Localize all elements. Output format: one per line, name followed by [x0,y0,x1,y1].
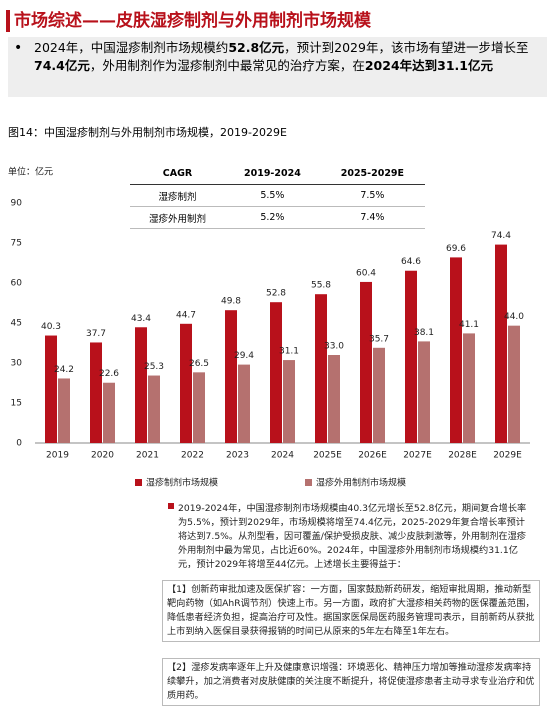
bar [90,342,102,443]
y-tick-label: 15 [11,399,22,409]
bar [225,310,237,443]
page-title: 市场综述——皮肤湿疹制剂与外用制剂市场规模 [6,10,371,32]
value-label: 43.4 [131,314,151,324]
table-cell: 5.5% [225,184,320,207]
header-cell: CAGR [130,163,226,185]
paragraph: 2019-2024年，中国湿疹制剂市场规模由40.3亿元增长至52.8亿元，期间… [178,503,527,570]
value-label: 69.6 [446,244,466,254]
bar [373,347,385,443]
chart: 单位：亿元 0 15 30 45 60 75 90 2019 40.3 24.2 2020 37.7 22… [8,166,530,489]
legend-label: 湿疹外用制剂市场规模 [316,477,406,489]
value-label: 64.6 [401,257,421,267]
value-label: 31.1 [279,347,299,357]
y-tick-label: 30 [11,359,23,369]
y-tick-label: 60 [11,279,23,289]
legend-swatch [305,479,312,486]
summary-box: 2024年，中国湿疹制剂市场规模约52.8亿元，预计到2029年，该市场有望进一… [8,37,547,97]
summary-text: ，外用制剂作为湿疹制剂中最常见的治疗方案，在 [89,58,365,73]
value-label: 55.8 [311,281,331,291]
x-tick-label: 2026E [358,451,387,461]
paragraph: 【2】湿疹发病率逐年上升及健康意识增强：环境恶化、精神压力增加等推动湿疹发病率持… [162,658,540,706]
bar [450,257,462,443]
bar [135,327,147,443]
header-cell: 2019-2024 [225,163,320,185]
value-label: 41.1 [459,320,479,330]
bar [270,302,282,443]
y-tick-label: 90 [11,199,23,209]
table-cell: 湿疹外用制剂 [130,206,226,229]
value-label: 35.7 [369,334,389,344]
y-tick-label: 0 [16,439,22,449]
figure-caption: 图14：中国湿疹制剂与外用制剂市场规模，2019-2029E [8,126,287,139]
cagr-table: CAGR 2019-2024 2025-2029E 湿疹制剂 5.5% 7.5% 湿疹外用制… [130,163,425,229]
x-tick-label: 2021 [136,451,159,461]
x-tick-label: 2019 [46,451,69,461]
table-row: 湿疹外用制剂 5.2% 7.4% [130,206,425,229]
table-cell: 湿疹制剂 [130,184,226,207]
value-label: 60.4 [356,268,376,278]
bullet: • [14,40,23,56]
bar [283,360,295,443]
header-cell: 2025-2029E [319,163,425,185]
bar [238,364,250,443]
bar [328,355,340,443]
bar [193,372,205,443]
value-label: 22.6 [99,369,119,379]
table-header: CAGR 2019-2024 2025-2029E [130,163,425,185]
y-tick-label: 45 [11,319,22,329]
value-label: 24.2 [54,365,74,375]
y-tick-label: 75 [11,239,22,249]
legend-swatch [135,479,142,486]
table-row: 湿疹制剂 5.5% 7.5% [130,184,425,207]
summary-text: 2024年达到31.1亿元 [364,58,493,73]
bar [495,244,507,443]
table-cell: 5.2% [225,206,320,229]
bar [148,375,160,443]
x-tick-label: 2025E [313,451,342,461]
bar [508,325,520,443]
x-tick-label: 2023 [226,451,249,461]
summary-text: 2024年，中国湿疹制剂市场规模约 [34,40,229,55]
value-label: 25.3 [144,362,164,372]
x-tick-label: 2020 [91,451,114,461]
value-label: 26.5 [189,359,209,369]
value-label: 52.8 [266,289,286,299]
value-label: 40.3 [41,322,61,332]
value-label: 44.7 [176,310,196,320]
paragraph: 【1】创新药审批加速及医保扩容：一方面，国家鼓励新药研发，缩短审批周期，推动新型… [162,580,540,642]
value-label: 29.4 [234,351,254,361]
x-tick-label: 2029E [493,451,522,461]
x-tick-label: 2022 [181,451,204,461]
value-label: 37.7 [86,329,106,339]
bar [463,333,475,443]
unit-label: 单位：亿元 [8,166,53,178]
value-label: 44.0 [504,312,524,322]
bar [58,378,70,443]
bar [45,335,57,443]
table-cell: 7.5% [319,184,425,207]
x-tick-label: 2028E [448,451,477,461]
bar [180,323,192,443]
bullet [168,503,174,509]
x-tick-label: 2027E [403,451,432,461]
bar [103,382,115,443]
legend-label: 湿疹制剂市场规模 [146,477,218,489]
summary-text: 74.4亿元 [34,58,90,73]
bar [315,294,327,443]
value-label: 74.4 [491,231,511,241]
table-cell: 7.4% [319,206,425,229]
bar [405,270,417,443]
value-label: 38.1 [414,328,434,338]
value-label: 33.0 [324,342,344,352]
summary-text: ，预计到2029年，该市场有望进一步增长至 [284,40,529,55]
bar [360,281,372,443]
bar [418,341,430,443]
value-label: 49.8 [221,297,241,307]
summary-text: 52.8亿元 [228,40,285,55]
x-tick-label: 2024 [271,451,294,461]
